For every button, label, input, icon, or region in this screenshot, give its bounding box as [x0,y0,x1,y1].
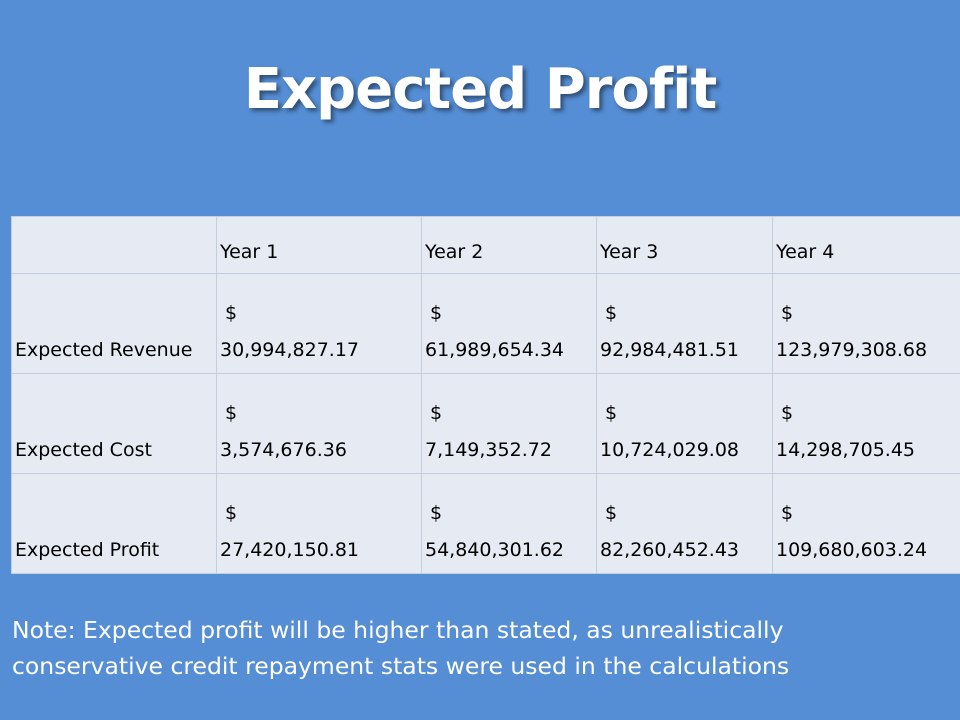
cell-amount: 82,260,452.43 [600,539,740,561]
cell-amount: 27,420,150.81 [220,539,360,561]
currency-symbol: $ [430,302,443,324]
table-cell: $92,984,481.51 [596,273,773,374]
table-cell: $10,724,029.08 [596,373,773,474]
footnote-line: conservative credit repayment stats were… [12,652,790,680]
cell-amount: 30,994,827.17 [220,339,360,361]
table-cell: $14,298,705.45 [772,373,960,474]
table-cell: $30,994,827.17 [216,273,422,374]
table-cell: $123,979,308.68 [772,273,960,374]
currency-symbol: $ [781,502,794,524]
table-row: Expected Cost $3,574,676.36 $7,149,352.7… [11,373,960,474]
currency-symbol: $ [781,302,794,324]
table-row: Expected Revenue $30,994,827.17 $61,989,… [11,273,960,374]
table-cell: $7,149,352.72 [421,373,597,474]
currency-symbol: $ [225,502,238,524]
cell-amount: 54,840,301.62 [425,539,565,561]
table-header-cell: Year 3 [596,216,773,274]
table-header-cell: Year 4 [772,216,960,274]
cell-amount: 10,724,029.08 [600,439,740,461]
slide-title: Expected Profit [243,57,717,122]
table-header-cell: Year 2 [421,216,597,274]
table-cell: $3,574,676.36 [216,373,422,474]
table-cell: $54,840,301.62 [421,473,597,574]
table-header-row: Year 1 Year 2 Year 3 Year 4 [11,216,960,274]
currency-symbol: $ [605,502,618,524]
cell-amount: 61,989,654.34 [425,339,565,361]
table-header-cell [11,216,217,274]
row-label: Expected Profit [11,473,217,574]
footnote-line: Note: Expected profit will be higher tha… [12,616,784,644]
cell-amount: 7,149,352.72 [425,439,552,461]
cell-amount: 92,984,481.51 [600,339,740,361]
currency-symbol: $ [225,402,238,424]
table-header-cell: Year 1 [216,216,422,274]
cell-amount: 14,298,705.45 [776,439,916,461]
table-row: Expected Profit $27,420,150.81 $54,840,3… [11,473,960,574]
cell-amount: 3,574,676.36 [220,439,347,461]
currency-symbol: $ [605,402,618,424]
table-cell: $61,989,654.34 [421,273,597,374]
row-label: Expected Revenue [11,273,217,374]
footnote: Note: Expected profit will be higher tha… [12,612,952,684]
currency-symbol: $ [430,402,443,424]
table-cell: $27,420,150.81 [216,473,422,574]
profit-table-container: Year 1 Year 2 Year 3 Year 4 Expected Rev… [11,216,960,574]
table-cell: $82,260,452.43 [596,473,773,574]
cell-amount: 123,979,308.68 [776,339,928,361]
currency-symbol: $ [225,302,238,324]
cell-amount: 109,680,603.24 [776,539,928,561]
currency-symbol: $ [781,402,794,424]
row-label: Expected Cost [11,373,217,474]
currency-symbol: $ [430,502,443,524]
table-cell: $109,680,603.24 [772,473,960,574]
profit-table: Year 1 Year 2 Year 3 Year 4 Expected Rev… [11,216,960,574]
currency-symbol: $ [605,302,618,324]
